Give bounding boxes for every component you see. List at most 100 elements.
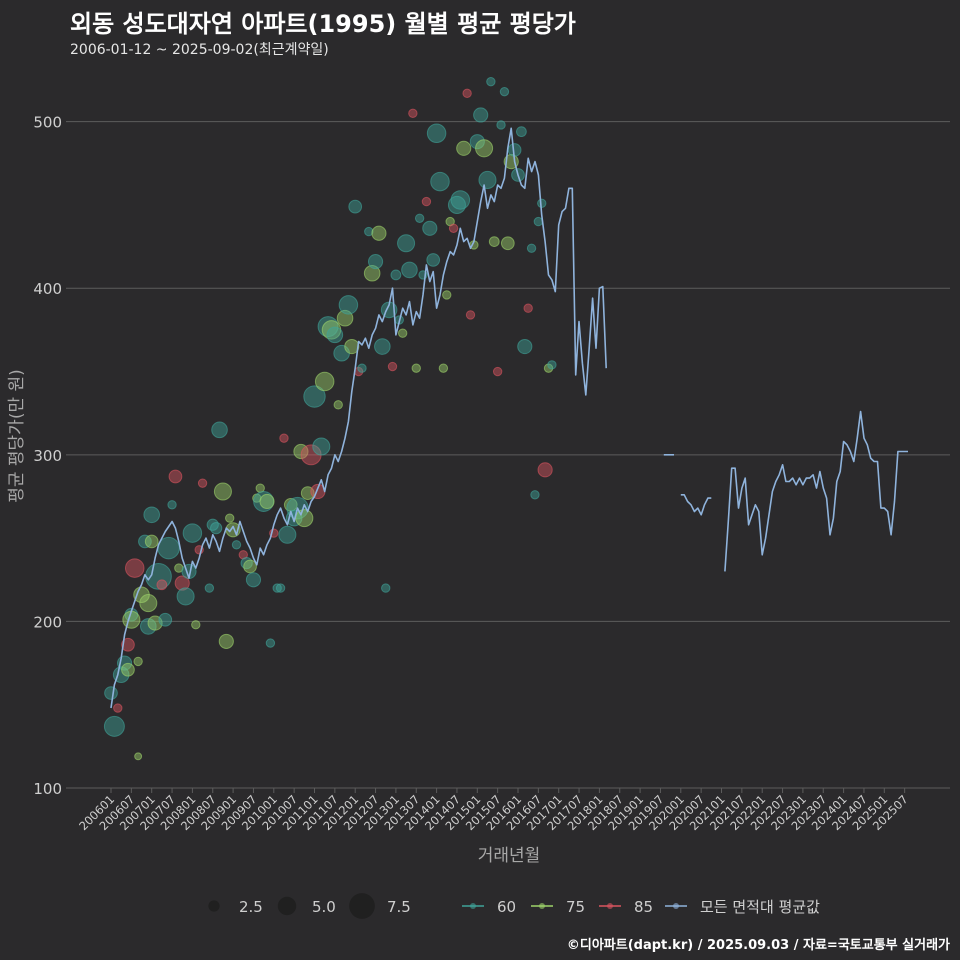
data-point: [338, 295, 359, 315]
color-legend-dot: [539, 903, 545, 909]
data-point: [408, 108, 418, 118]
data-point: [422, 220, 438, 236]
color-legend-dot: [607, 903, 613, 909]
legend: 2.5 5.0 7.5 60 75 85 모든 면적대 평균값: [208, 893, 820, 919]
data-point: [259, 493, 275, 510]
data-point: [411, 363, 421, 373]
data-point: [210, 521, 223, 535]
data-point: [397, 234, 416, 253]
data-point: [213, 482, 232, 501]
data-point: [113, 703, 123, 713]
data-point: [272, 583, 282, 593]
data-point: [499, 86, 510, 97]
data-point: [367, 254, 384, 270]
data-point: [144, 534, 159, 549]
y-tick-label: 400: [33, 280, 62, 298]
data-point: [414, 213, 425, 223]
data-point: [317, 316, 339, 338]
color-legend-label: 85: [634, 898, 653, 916]
data-point: [438, 363, 449, 373]
size-legend-label: 7.5: [387, 898, 411, 916]
color-legend-label: 모든 면적대 평균값: [700, 898, 820, 916]
data-point: [363, 264, 381, 282]
data-point: [469, 134, 485, 150]
size-legend-key: [277, 896, 297, 916]
data-point: [243, 559, 257, 574]
data-point: [231, 540, 242, 550]
average-line: [724, 410, 908, 572]
data-point: [390, 269, 402, 281]
data-point: [312, 437, 331, 456]
chart-title: 외동 성도대자연 아파트(1995) 월별 평균 평당가: [70, 10, 576, 38]
data-point: [139, 594, 158, 613]
data-point: [456, 140, 472, 156]
x-axis-label: 거래년월: [478, 846, 541, 866]
data-point: [344, 338, 360, 355]
scatter-points: [103, 76, 557, 761]
data-point: [265, 638, 276, 648]
y-axis: 100 200 300 400 500: [33, 114, 62, 798]
color-legend-label: 75: [566, 898, 585, 916]
data-point: [517, 338, 533, 355]
data-point: [426, 253, 441, 267]
source-caption: ©디아파트(dapt.kr) / 2025.09.03 / 자료=국토교통부 실…: [566, 938, 950, 953]
data-point: [182, 523, 203, 543]
y-tick-label: 100: [33, 780, 62, 798]
data-point: [176, 587, 195, 606]
color-legend-label: 60: [497, 898, 516, 916]
data-point: [398, 328, 408, 338]
data-point: [124, 558, 145, 578]
data-point: [381, 583, 391, 593]
data-point: [278, 525, 297, 544]
data-point: [348, 199, 363, 214]
data-point: [547, 360, 557, 370]
data-point: [191, 620, 201, 630]
data-point: [218, 633, 234, 649]
data-point: [104, 686, 118, 700]
color-legend-dot: [673, 903, 679, 909]
data-point: [426, 123, 447, 144]
data-point: [450, 190, 471, 210]
data-point: [279, 433, 289, 443]
data-point: [492, 366, 503, 377]
data-point: [364, 226, 374, 237]
data-point: [421, 196, 432, 207]
data-point: [401, 261, 418, 279]
data-point: [500, 236, 515, 251]
data-point: [371, 225, 387, 241]
data-point: [515, 126, 527, 138]
data-point: [488, 236, 500, 247]
data-point: [357, 363, 367, 373]
data-point: [478, 170, 497, 189]
data-point: [448, 223, 459, 233]
size-legend-label: 5.0: [312, 898, 336, 916]
x-axis: 2006012006072007012007072008012008072009…: [76, 788, 911, 833]
data-point: [462, 88, 472, 99]
data-point: [387, 361, 398, 372]
chart-subtitle: 2006-01-12 ~ 2025-09-02(최근계약일): [70, 42, 329, 58]
data-point: [475, 139, 494, 158]
data-point: [303, 385, 326, 408]
data-point: [295, 509, 314, 528]
data-point: [121, 662, 135, 677]
data-point: [465, 310, 476, 320]
data-point: [374, 338, 391, 355]
size-legend-key: [349, 893, 375, 919]
data-point: [211, 421, 228, 439]
data-point: [326, 326, 344, 344]
data-point: [156, 579, 168, 591]
data-point: [275, 583, 286, 593]
data-point: [430, 171, 450, 192]
y-tick-label: 300: [33, 447, 62, 465]
data-point: [143, 506, 160, 524]
data-point: [314, 371, 335, 392]
data-point: [121, 637, 135, 652]
data-point: [442, 290, 452, 300]
data-point: [473, 107, 489, 123]
y-tick-label: 200: [33, 613, 62, 631]
data-point: [158, 612, 173, 627]
data-point: [530, 490, 540, 500]
data-point: [133, 656, 143, 667]
data-point: [225, 513, 235, 523]
data-point: [204, 583, 215, 593]
